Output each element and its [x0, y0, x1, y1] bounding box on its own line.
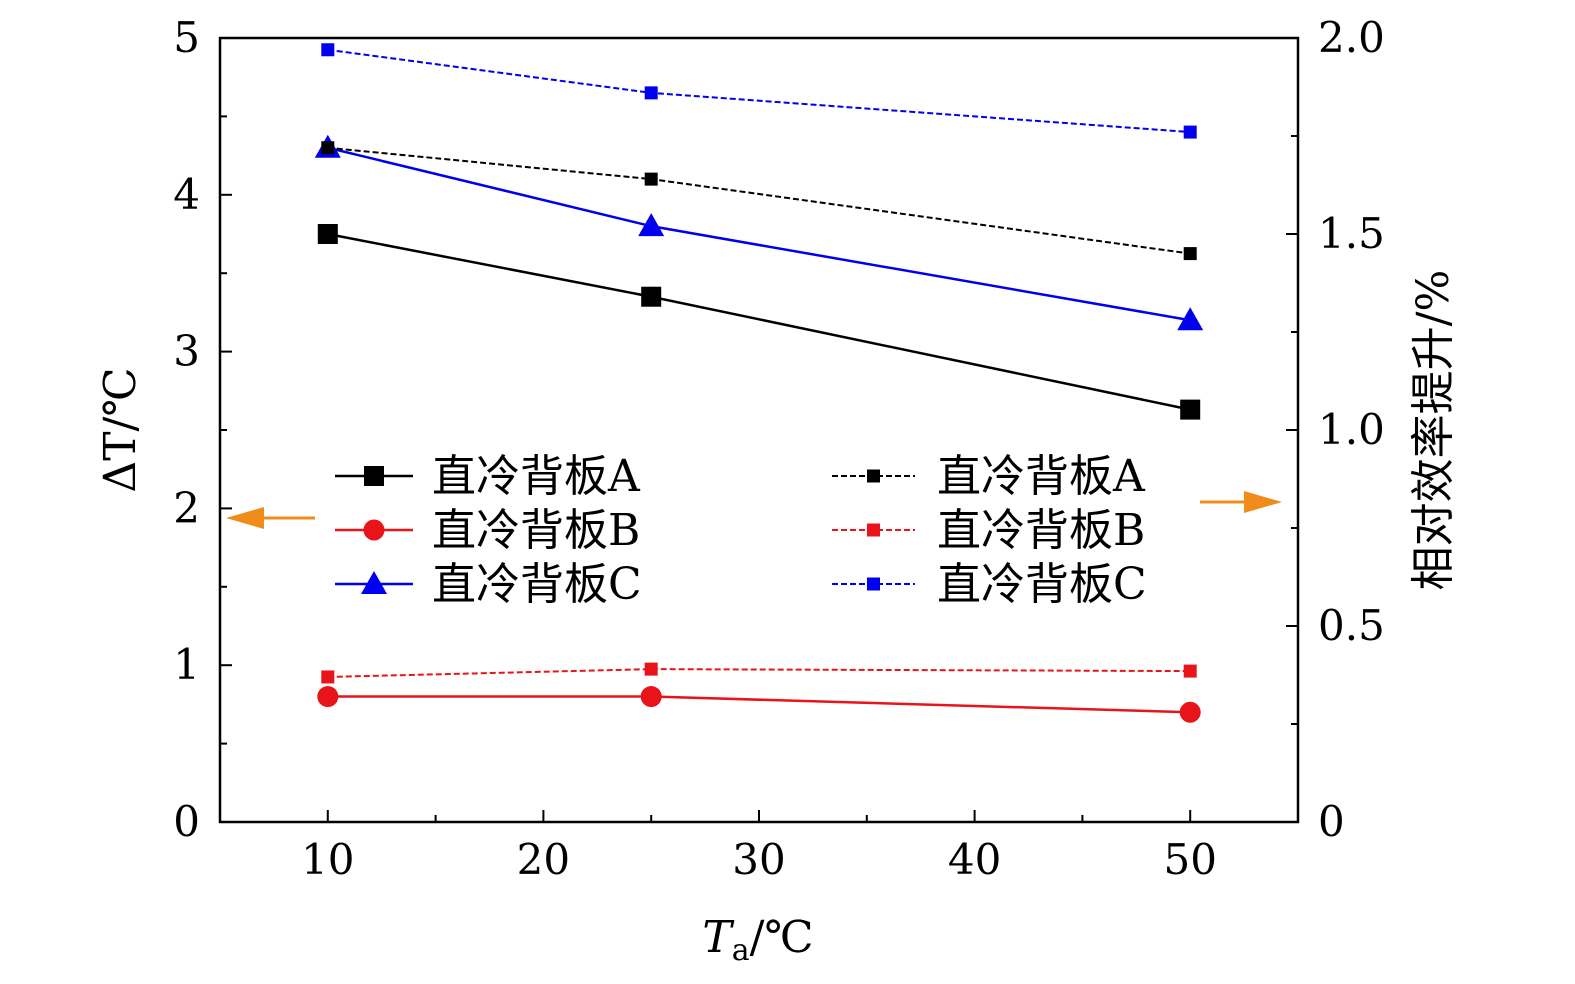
legend-label: 直冷背板B — [937, 505, 1145, 556]
x-axis-label: Ta/℃ — [702, 912, 813, 968]
x-axis-label-unit: /℃ — [750, 912, 814, 963]
y2-tick-label: 0 — [1318, 797, 1345, 846]
data-point — [321, 670, 335, 684]
y-tick-label: 0 — [173, 797, 200, 846]
x-tick-label: 10 — [301, 835, 354, 884]
legend-marker — [867, 469, 880, 483]
data-point — [1183, 125, 1197, 139]
legend-marker — [867, 523, 880, 537]
series-2 — [317, 686, 1201, 723]
x-tick-label: 40 — [948, 835, 1001, 884]
data-point — [644, 662, 658, 676]
data-point — [321, 141, 335, 155]
data-point — [321, 43, 335, 57]
legend-marker — [364, 466, 384, 486]
left-axis-arrow-icon — [226, 507, 264, 529]
legend-marker — [361, 571, 387, 594]
x-axis-label-main: T — [702, 912, 735, 963]
axis-arrows — [226, 491, 1282, 529]
data-point — [1177, 307, 1204, 331]
data-point — [317, 224, 338, 244]
legend-label: 直冷背板C — [432, 559, 642, 610]
legend-label: 直冷背板A — [937, 451, 1146, 502]
right-axis-arrow-icon — [1244, 491, 1282, 513]
y2-tick-label: 1.5 — [1318, 209, 1385, 258]
x-tick-label: 50 — [1163, 835, 1216, 884]
series-5 — [321, 662, 1197, 684]
series-line — [327, 146, 1191, 322]
series-line — [327, 232, 1191, 411]
series-line — [327, 146, 1191, 255]
y2-tick-label: 2.0 — [1318, 13, 1385, 62]
y-tick-label: 5 — [173, 13, 200, 62]
y-tick-label: 3 — [173, 327, 200, 376]
x-axis-label-sub: a — [732, 933, 750, 968]
data-point — [317, 686, 339, 708]
y-tick-label: 1 — [173, 640, 200, 689]
series-3 — [314, 134, 1204, 331]
y2-tick-label: 1.0 — [1318, 405, 1385, 454]
y2-tick-label: 0.5 — [1318, 601, 1385, 650]
legend-item: 直冷背板B — [335, 505, 640, 556]
legend-item: 直冷背板C — [335, 559, 642, 610]
data-point — [640, 686, 662, 708]
legend-label: 直冷背板C — [937, 559, 1147, 610]
legend-label: 直冷背板A — [432, 451, 641, 502]
series-line — [327, 668, 1191, 678]
series-6 — [321, 43, 1197, 139]
data-point — [1183, 664, 1197, 678]
legend-item: 直冷背板B — [832, 505, 1145, 556]
data-point — [1180, 399, 1201, 420]
x-tick-label: 20 — [517, 835, 570, 884]
legend-item: 直冷背板A — [832, 451, 1146, 502]
data-point — [1183, 247, 1197, 261]
data-point — [644, 86, 658, 100]
series-layer — [314, 43, 1204, 723]
legend-marker — [867, 577, 880, 591]
plot-frame — [218, 36, 1300, 824]
data-point — [638, 213, 665, 237]
legend-item: 直冷背板A — [335, 451, 641, 502]
legend-label: 直冷背板B — [432, 505, 640, 556]
series-line — [327, 695, 1191, 714]
data-point — [1179, 701, 1201, 723]
series-4 — [321, 141, 1197, 261]
data-point — [641, 286, 662, 307]
series-1 — [317, 224, 1201, 420]
legend-marker — [363, 519, 385, 541]
y-axis-label: ΔT/℃ — [95, 367, 146, 492]
y-tick-label: 2 — [173, 483, 200, 532]
y-tick-label: 4 — [173, 170, 200, 219]
y2-axis-label: 相对效率提升/% — [1408, 270, 1459, 591]
data-point — [644, 172, 658, 186]
x-tick-label: 30 — [732, 835, 785, 884]
series-line — [327, 48, 1191, 134]
legend-item: 直冷背板C — [832, 559, 1147, 610]
